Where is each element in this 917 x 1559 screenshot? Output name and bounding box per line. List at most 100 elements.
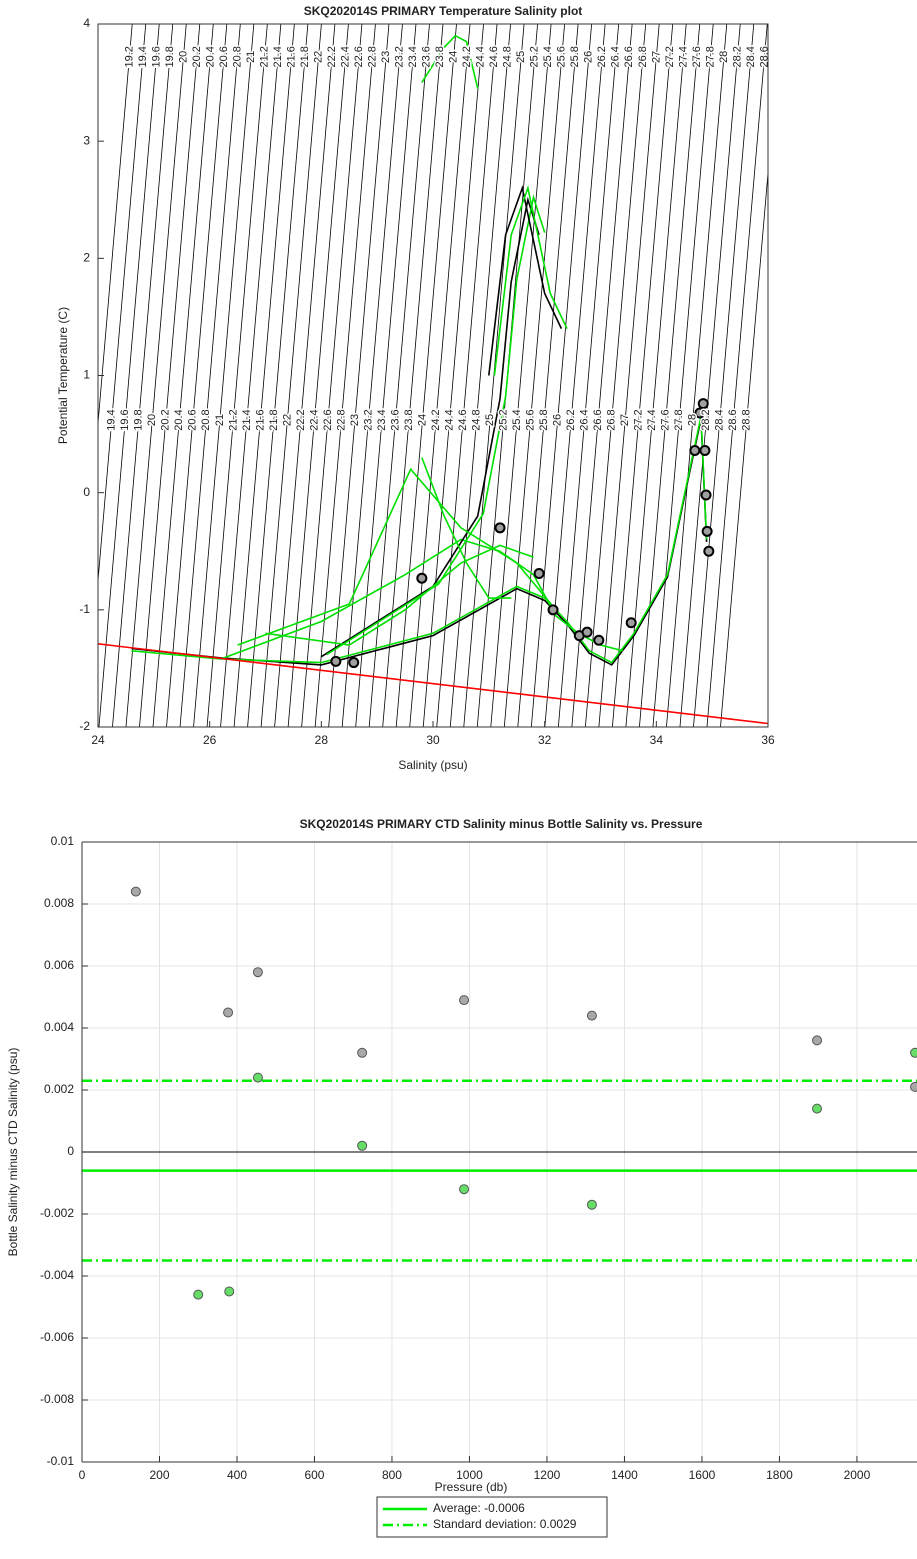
plot-area: [82, 886, 917, 1300]
contour-label: 19.6: [119, 409, 131, 430]
contour-label: 28: [687, 414, 699, 426]
bottle-point: [533, 568, 545, 580]
x-tick-label: 30: [426, 733, 440, 747]
contour-label: 21: [214, 414, 226, 426]
x-tick-label: 1000: [456, 1468, 483, 1482]
contour-label: 26: [552, 414, 564, 426]
isopycnal: [287, 24, 349, 727]
isopycnal: [193, 24, 255, 727]
contour-label: 20.8: [231, 46, 243, 67]
contour-label: 21.6: [254, 409, 266, 430]
x-tick-label: 1800: [766, 1468, 793, 1482]
plot-area: [98, 24, 768, 727]
chart-title: SKQ202014S PRIMARY Temperature Salinity …: [304, 4, 583, 18]
residual-chart: 0 200 400 600 800 1000 1200 1400 1600 1800 2000 -0.…: [6, 817, 917, 1538]
x-tick-label: 200: [149, 1468, 169, 1482]
contour-label: 22: [312, 51, 324, 63]
isopycnal: [463, 24, 525, 727]
isopycnal: [409, 24, 471, 727]
contour-label: 20: [146, 414, 158, 426]
data-point: [910, 1047, 917, 1058]
contour-label: 23.8: [434, 46, 446, 67]
y-tick-label: -0.01: [47, 1454, 75, 1468]
isopycnal: [98, 24, 147, 586]
ts-chart: 19.2 19.419.419.619.619.819.8202020.220.2…: [56, 4, 775, 772]
data-point: [224, 1286, 235, 1297]
contour-label: 20.2: [160, 409, 172, 430]
y-tick-label: 0.008: [44, 896, 74, 910]
contour-label: 21.6: [285, 46, 297, 67]
contour-label: 23: [380, 51, 392, 63]
contour-label: 22.6: [353, 46, 365, 67]
plot-frame: [97, 23, 769, 728]
contour-label: 25.2: [498, 409, 510, 430]
contour-label: 28.8: [741, 409, 753, 430]
isopycnal: [639, 24, 701, 727]
x-tick-label: 24: [91, 733, 105, 747]
data-point: [357, 1140, 368, 1151]
profile-line: [493, 185, 568, 376]
contour-label: 27.6: [660, 409, 672, 430]
data-point: [130, 886, 141, 897]
contour-label: 27.4: [646, 409, 658, 430]
isopycnal: [233, 24, 295, 727]
bottle-point: [547, 604, 559, 616]
contour-label: 22: [281, 414, 293, 426]
contour-label: 19.8: [164, 46, 176, 67]
contour-label: 24.4: [443, 409, 455, 430]
x-tick-label: 600: [304, 1468, 324, 1482]
contour-label: 21.4: [272, 46, 284, 67]
contour-label: 21.2: [227, 409, 239, 430]
isopycnal: [368, 24, 430, 727]
bottle-point: [348, 657, 360, 669]
legend-label: Average: -0.0006: [433, 1501, 525, 1515]
bottle-point: [697, 398, 709, 410]
contour-label: 28.2: [700, 409, 712, 430]
contour-label: 26.8: [606, 409, 618, 430]
isopycnal: [422, 24, 484, 727]
bottle-point: [694, 407, 706, 419]
isopycnal: [503, 24, 565, 727]
x-tick-label: 1400: [611, 1468, 638, 1482]
data-point: [357, 1047, 368, 1058]
x-tick-label: 400: [227, 1468, 247, 1482]
isopycnal: [260, 24, 322, 727]
contour-label: 26: [583, 51, 595, 63]
bottle-point: [416, 572, 428, 584]
contour-label: 26.4: [610, 46, 622, 67]
bottle-point: [494, 522, 506, 534]
contour-label: 27.4: [677, 46, 689, 67]
isopycnal: [666, 24, 728, 727]
bottle-point: [699, 444, 711, 456]
contour-label: 26.4: [579, 409, 591, 430]
contour-label: 25.8: [538, 409, 550, 430]
contour-label: 27.2: [664, 46, 676, 67]
profile-line: [98, 643, 768, 725]
bottle-point: [625, 617, 637, 629]
contour-label: 20: [177, 51, 189, 63]
contour-label: 24.6: [457, 409, 469, 430]
x-tick-label: 0: [79, 1468, 86, 1482]
y-tick-label: -0.006: [40, 1330, 74, 1344]
x-tick-label: 28: [315, 733, 329, 747]
isopycnal: [274, 24, 336, 727]
y-tick-label: 0.002: [44, 1082, 74, 1096]
y-tick-label: 0.004: [44, 1020, 74, 1034]
y-tick-label: 2: [83, 251, 90, 265]
profile-line: [237, 467, 557, 646]
data-point: [812, 1103, 823, 1114]
isopycnal: [98, 24, 160, 727]
contour-label: 27.8: [673, 409, 685, 430]
contour-label: 24.8: [470, 409, 482, 430]
contour-label: 24: [448, 51, 460, 63]
profile-line: [131, 418, 708, 666]
isopycnal: [112, 24, 174, 727]
contour-label: 23.2: [394, 46, 406, 67]
isopycnal: [179, 24, 241, 727]
contour-label: 27.6: [691, 46, 703, 67]
isopycnal: [611, 24, 674, 727]
contour-label: 26.2: [596, 46, 608, 67]
contour-label: 19.4: [106, 409, 118, 430]
isopycnal: [571, 24, 633, 727]
legend-label: Standard deviation: 0.0029: [433, 1517, 577, 1531]
